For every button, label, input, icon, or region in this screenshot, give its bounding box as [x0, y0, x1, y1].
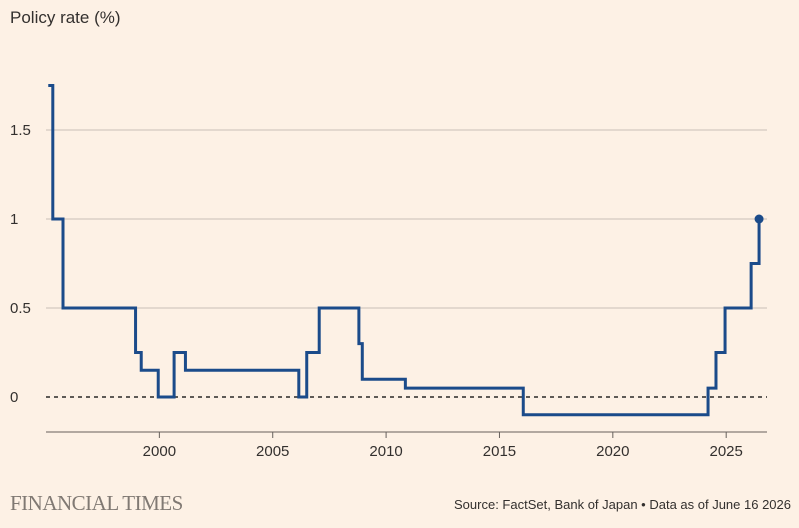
y-tick-labels: 0 0.5 1 1.5: [10, 122, 31, 406]
y-tick-label: 1: [10, 211, 18, 228]
series-line: [48, 84, 761, 417]
source-note: Source: FactSet, Bank of Japan • Data as…: [454, 497, 791, 512]
y-tick-label: 1.5: [10, 122, 31, 139]
x-tick-label: 2005: [256, 443, 289, 460]
x-tick-label: 2000: [143, 443, 176, 460]
y-axis-title: Policy rate (%): [10, 8, 121, 27]
gridlines: [46, 129, 767, 398]
y-tick-label: 0.5: [10, 300, 31, 317]
end-point-marker: [754, 214, 764, 224]
x-tick-label: 2025: [710, 443, 743, 460]
x-axis: [46, 431, 767, 438]
series-group: [48, 84, 764, 417]
x-tick-label: 2015: [483, 443, 516, 460]
x-tick-labels: 2000 2005 2010 2015 2020 2025: [143, 443, 743, 460]
x-tick-label: 2020: [596, 443, 629, 460]
ft-logo: FINANCIAL TIMES: [10, 491, 183, 515]
x-tick-label: 2010: [369, 443, 402, 460]
y-tick-label: 0: [10, 389, 18, 406]
